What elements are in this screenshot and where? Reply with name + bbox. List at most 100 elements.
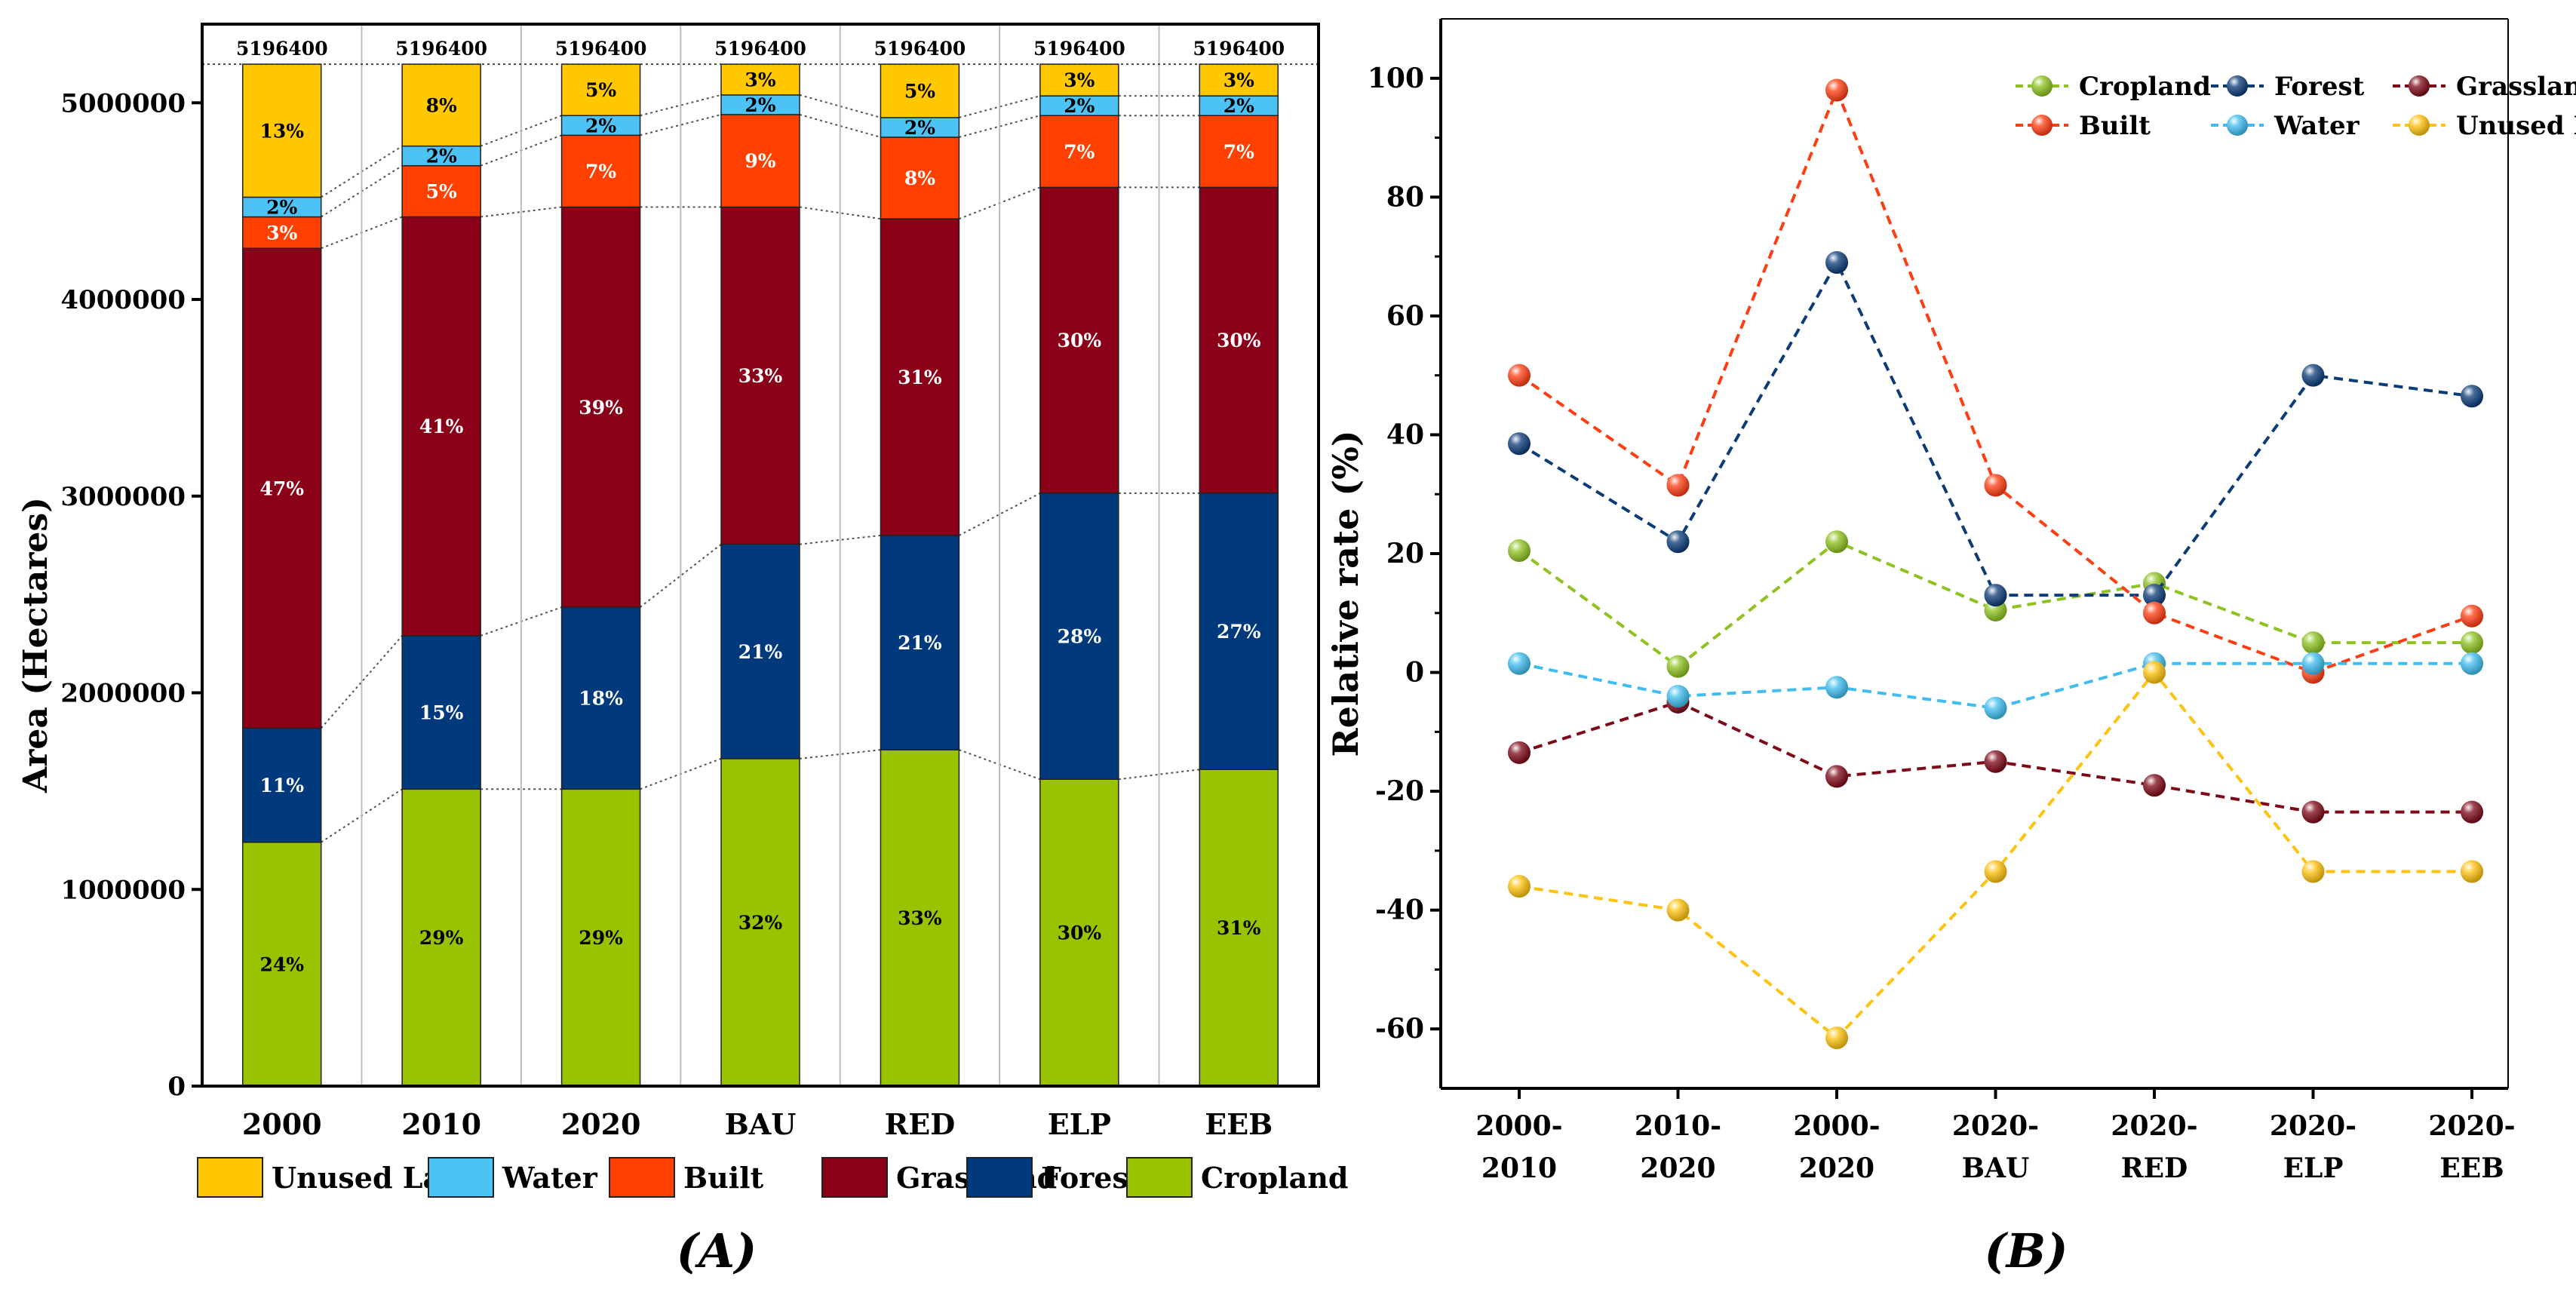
bar-segment-cropland-elp	[1039, 778, 1119, 1087]
data-point-highlight	[1666, 655, 1690, 678]
panel-b-y-axis-label: Relative rate (%)	[1325, 430, 1366, 756]
x-tick-label-line1: 2010-	[1635, 1110, 1721, 1142]
data-point-highlight	[2301, 860, 2325, 883]
data-point-highlight	[2143, 661, 2166, 684]
x-tick-label-line1: 2020-	[2111, 1110, 2197, 1142]
data-point-highlight	[1984, 474, 2007, 497]
y-tick-label: 3000000	[60, 482, 186, 512]
x-tick-label-line2: RED	[2121, 1152, 2188, 1184]
bar-segment-grassland-eeb	[1199, 186, 1279, 494]
x-tick-label-line1: 2020-	[1952, 1110, 2039, 1142]
legend-swatch-built	[609, 1157, 675, 1198]
bar-segment-grassland-elp	[1039, 186, 1119, 494]
x-tick-label-red: RED	[885, 1107, 956, 1141]
bar-segment-label-unused-land-eeb: 3%	[1224, 69, 1254, 91]
y-tick-label: 0	[167, 1072, 186, 1102]
x-tick-label-2000: 2000	[242, 1107, 322, 1141]
y-tick-label: 20	[1386, 538, 1424, 569]
data-point-highlight	[2301, 652, 2325, 675]
y-tick-label: 1000000	[60, 875, 186, 905]
series-line-forest	[1518, 259, 2473, 597]
bar-segment-grassland-2000	[241, 247, 322, 729]
bar-segment-label-forest-2020: 18%	[579, 688, 623, 710]
bar-segment-label-cropland-elp: 30%	[1058, 922, 1102, 944]
legend-swatch-grassland	[821, 1157, 888, 1198]
bar-segment-grassland-2020	[560, 206, 641, 608]
legend-marker-highlight	[2031, 75, 2053, 97]
legend-label-built: Built	[683, 1161, 764, 1195]
panel-b-line-chart: -60 -40 -20 0 20 40 60 80 100 2000- 2010 2010- 2020 2…	[1325, 18, 2576, 1278]
bar-segment-label-forest-eeb: 27%	[1217, 621, 1261, 643]
x-tick-label-bau: BAU	[725, 1107, 797, 1141]
legend-swatch-forest	[966, 1157, 1033, 1198]
y-tick-label: -40	[1375, 895, 1424, 926]
bar-segment-built-2020	[560, 134, 641, 208]
bar-segment-label-forest-2000: 11%	[259, 775, 304, 796]
data-point-highlight	[1825, 78, 1848, 102]
bar-segment-label-grassland-eeb: 30%	[1217, 330, 1261, 351]
x-tick-label-line2: ELP	[2283, 1152, 2344, 1184]
y-tick-label: 5000000	[60, 88, 186, 118]
segment-connector-line	[640, 113, 722, 137]
legend-label-forest: Forest	[2274, 72, 2365, 102]
y-tick-label: 100	[1368, 63, 1424, 94]
data-point-highlight	[1666, 530, 1690, 554]
data-point-highlight	[1984, 860, 2007, 883]
y-tick-label: 60	[1386, 300, 1424, 332]
legend-swatch-cropland	[1126, 1157, 1193, 1198]
bar-segment-label-cropland-eeb: 31%	[1217, 917, 1261, 939]
x-tick-label-line2: 2020	[1799, 1152, 1874, 1184]
bar-segment-label-built-red: 8%	[904, 167, 935, 189]
bar-segment-built-red	[880, 137, 960, 219]
x-tick-label-line1: 2000-	[1475, 1110, 1562, 1142]
bar-segment-label-unused-land-2010: 8%	[426, 94, 457, 116]
bar-segment-unused-land-2020	[560, 63, 641, 116]
bar-segment-built-elp	[1039, 115, 1119, 189]
data-point-highlight	[1825, 1027, 1848, 1050]
bar-segment-label-water-red: 2%	[904, 117, 935, 139]
data-point-highlight	[1825, 676, 1848, 699]
panel-a-y-axis-label: Area (Hectares)	[17, 497, 55, 793]
data-point-highlight	[1825, 765, 1848, 788]
y-tick-label: 80	[1386, 181, 1424, 213]
data-point-highlight	[2461, 652, 2483, 675]
x-tick-label-eeb: EEB	[1205, 1107, 1273, 1141]
x-tick-label-line2: EEB	[2439, 1152, 2504, 1184]
bar-segment-cropland-bau	[720, 758, 800, 1087]
data-point-highlight	[2461, 604, 2483, 628]
bar-segment-label-unused-land-red: 5%	[904, 80, 935, 102]
bar-segment-forest-eeb	[1199, 493, 1279, 770]
data-point-highlight	[2143, 584, 2166, 607]
bar-segment-label-water-elp: 2%	[1064, 95, 1095, 117]
data-point-highlight	[1508, 652, 1531, 675]
bar-segment-label-forest-elp: 28%	[1058, 626, 1102, 648]
legend-marker-highlight	[2031, 115, 2053, 136]
data-point-highlight	[2461, 385, 2483, 408]
data-point-highlight	[2301, 800, 2325, 824]
bar-segment-water-2010	[401, 145, 481, 167]
data-point-highlight	[1984, 696, 2007, 720]
bar-total-label-2010: 5196400	[395, 38, 487, 60]
bar-total-label-elp: 5196400	[1033, 38, 1125, 60]
x-tick-label-2020: 2020	[561, 1107, 641, 1141]
x-tick-label-elp: ELP	[1048, 1107, 1111, 1141]
data-point-highlight	[1508, 364, 1531, 387]
bar-segment-label-unused-land-2020: 5%	[585, 79, 616, 101]
y-tick-label: 40	[1386, 419, 1424, 450]
bar-segment-label-unused-land-elp: 3%	[1064, 69, 1095, 91]
bar-segment-label-cropland-2020: 29%	[579, 927, 623, 949]
panel-b-legend: Cropland Forest Grassland Built Water Unused …	[2016, 72, 2576, 141]
bar-segment-label-water-2020: 2%	[585, 115, 616, 137]
bar-segment-label-grassland-red: 31%	[898, 367, 942, 388]
bar-segment-label-forest-bau: 21%	[738, 641, 783, 663]
data-point-highlight	[1508, 539, 1531, 563]
x-tick-label-line1: 2020-	[2270, 1110, 2356, 1142]
x-tick-label-line2: 2020	[1640, 1152, 1715, 1184]
data-point-highlight	[2461, 631, 2483, 655]
data-point-highlight	[1666, 685, 1690, 708]
bar-segment-built-2000	[241, 216, 322, 249]
data-point-highlight	[1984, 584, 2007, 607]
bar-segment-label-water-eeb: 2%	[1224, 95, 1254, 117]
segment-connector-line	[959, 115, 1041, 138]
segment-connector-line	[640, 94, 722, 117]
